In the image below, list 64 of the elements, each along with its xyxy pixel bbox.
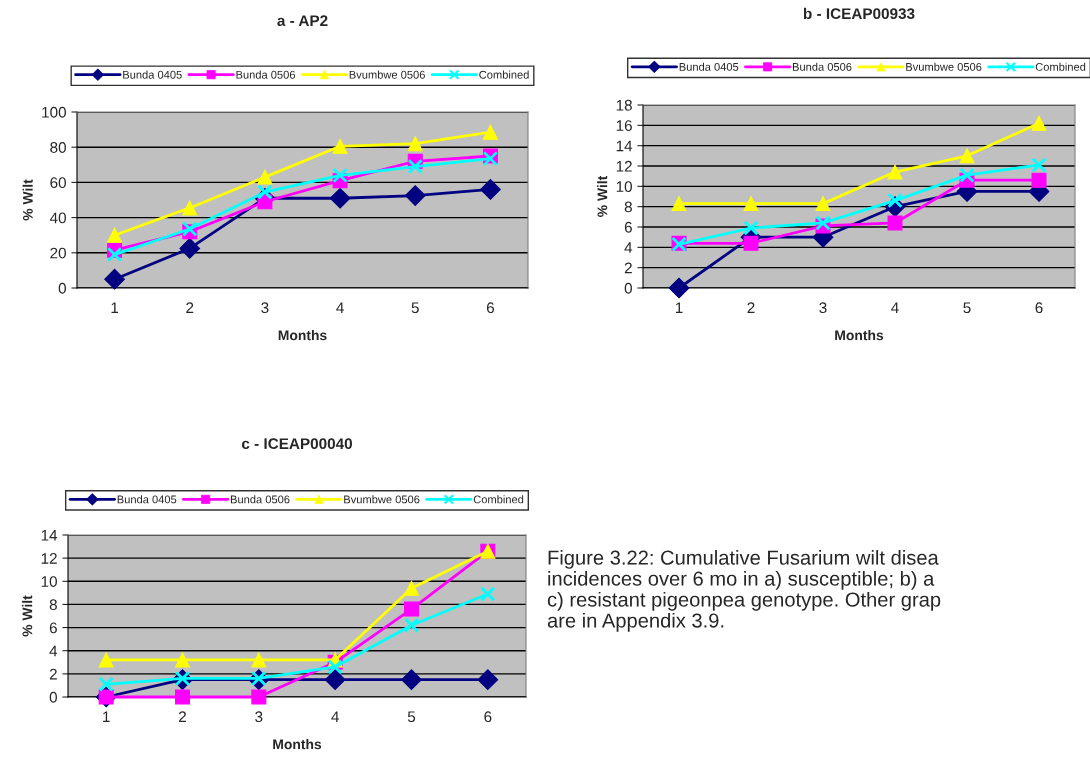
y-tick-label: 10	[616, 181, 632, 193]
y-tick-label: 12	[41, 553, 57, 564]
chart-title: b - ICEAP00933	[803, 7, 915, 20]
x-tick-label: 6	[1035, 302, 1043, 314]
y-tick-label: 80	[50, 142, 66, 153]
x-tick-label: 1	[103, 711, 110, 722]
x-tick-label: 5	[411, 302, 419, 314]
y-tick-label: 16	[616, 120, 632, 132]
legend-label: Combined	[473, 495, 524, 504]
y-tick-label: 10	[41, 576, 57, 587]
caption: Figure 3.22: Cumulative Fusarium wilt disea incidences over 6 mo in a) susceptible; b) a c) resistant pigeonpea genotype. Other grap are in Appendix 3.9.	[547, 550, 941, 632]
y-tick-label: 2	[624, 262, 632, 274]
y-tick-label: 6	[624, 221, 632, 233]
y-tick-label: 0	[58, 282, 66, 294]
y-tick-label: 2	[49, 668, 57, 680]
x-tick-label: 3	[819, 302, 827, 314]
y-tick-label: 4	[49, 645, 58, 657]
x-axis-title: Months	[835, 330, 884, 341]
y-tick-label: 0	[49, 691, 57, 703]
x-tick-label: 4	[336, 302, 344, 313]
x-tick-label: 5	[963, 302, 971, 314]
y-tick-label: 14	[616, 140, 633, 152]
legend-label: Combined	[479, 70, 529, 79]
legend-label: Bvumbwe 0506	[344, 495, 420, 504]
legend-label: Bunda 0506	[230, 495, 290, 504]
y-tick-label: 100	[42, 106, 66, 118]
legend-label: Bvumbwe 0506	[906, 62, 982, 71]
y-tick-label: 60	[50, 177, 66, 189]
x-tick-label: 2	[747, 302, 755, 313]
x-tick-label: 4	[891, 302, 899, 313]
x-axis-title: Months	[273, 739, 322, 750]
legend-label: Bunda 0506	[792, 62, 852, 71]
legend-label: Bunda 0405	[117, 495, 177, 504]
legend-label: Bunda 0405	[679, 62, 739, 71]
y-tick-label: 4	[624, 242, 633, 253]
y-tick-label: 18	[616, 99, 632, 111]
x-tick-label: 2	[179, 711, 186, 722]
x-tick-label: 3	[255, 711, 263, 723]
chart-title: c - ICEAP00040	[241, 438, 352, 450]
y-axis-title: % Wilt	[22, 179, 33, 221]
x-tick-label: 6	[484, 711, 492, 723]
y-tick-label: 6	[49, 622, 57, 634]
x-tick-label: 4	[331, 711, 339, 722]
y-tick-label: 20	[50, 247, 66, 259]
x-tick-label: 2	[186, 302, 194, 313]
y-axis-title: % Wilt	[22, 595, 33, 637]
y-tick-label: 0	[624, 282, 632, 294]
y-tick-label: 14	[41, 530, 58, 541]
legend-label: Combined	[1035, 62, 1086, 71]
chart-title: a - AP2	[277, 15, 328, 27]
x-tick-label: 1	[111, 302, 119, 313]
legend-label: Bunda 0405	[123, 70, 182, 79]
y-axis-title: % Wilt	[597, 175, 608, 217]
x-axis-title: Months	[278, 330, 327, 341]
x-tick-label: 5	[407, 711, 416, 723]
legend-label: Bunda 0506	[236, 70, 295, 79]
x-tick-label: 1	[675, 302, 683, 313]
y-tick-label: 8	[49, 599, 57, 611]
y-tick-label: 12	[616, 160, 632, 172]
x-tick-label: 6	[486, 302, 494, 314]
legend-label: Bvumbwe 0506	[349, 70, 425, 79]
x-tick-label: 3	[261, 302, 269, 314]
y-tick-label: 40	[49, 212, 66, 224]
y-tick-label: 8	[624, 201, 632, 213]
